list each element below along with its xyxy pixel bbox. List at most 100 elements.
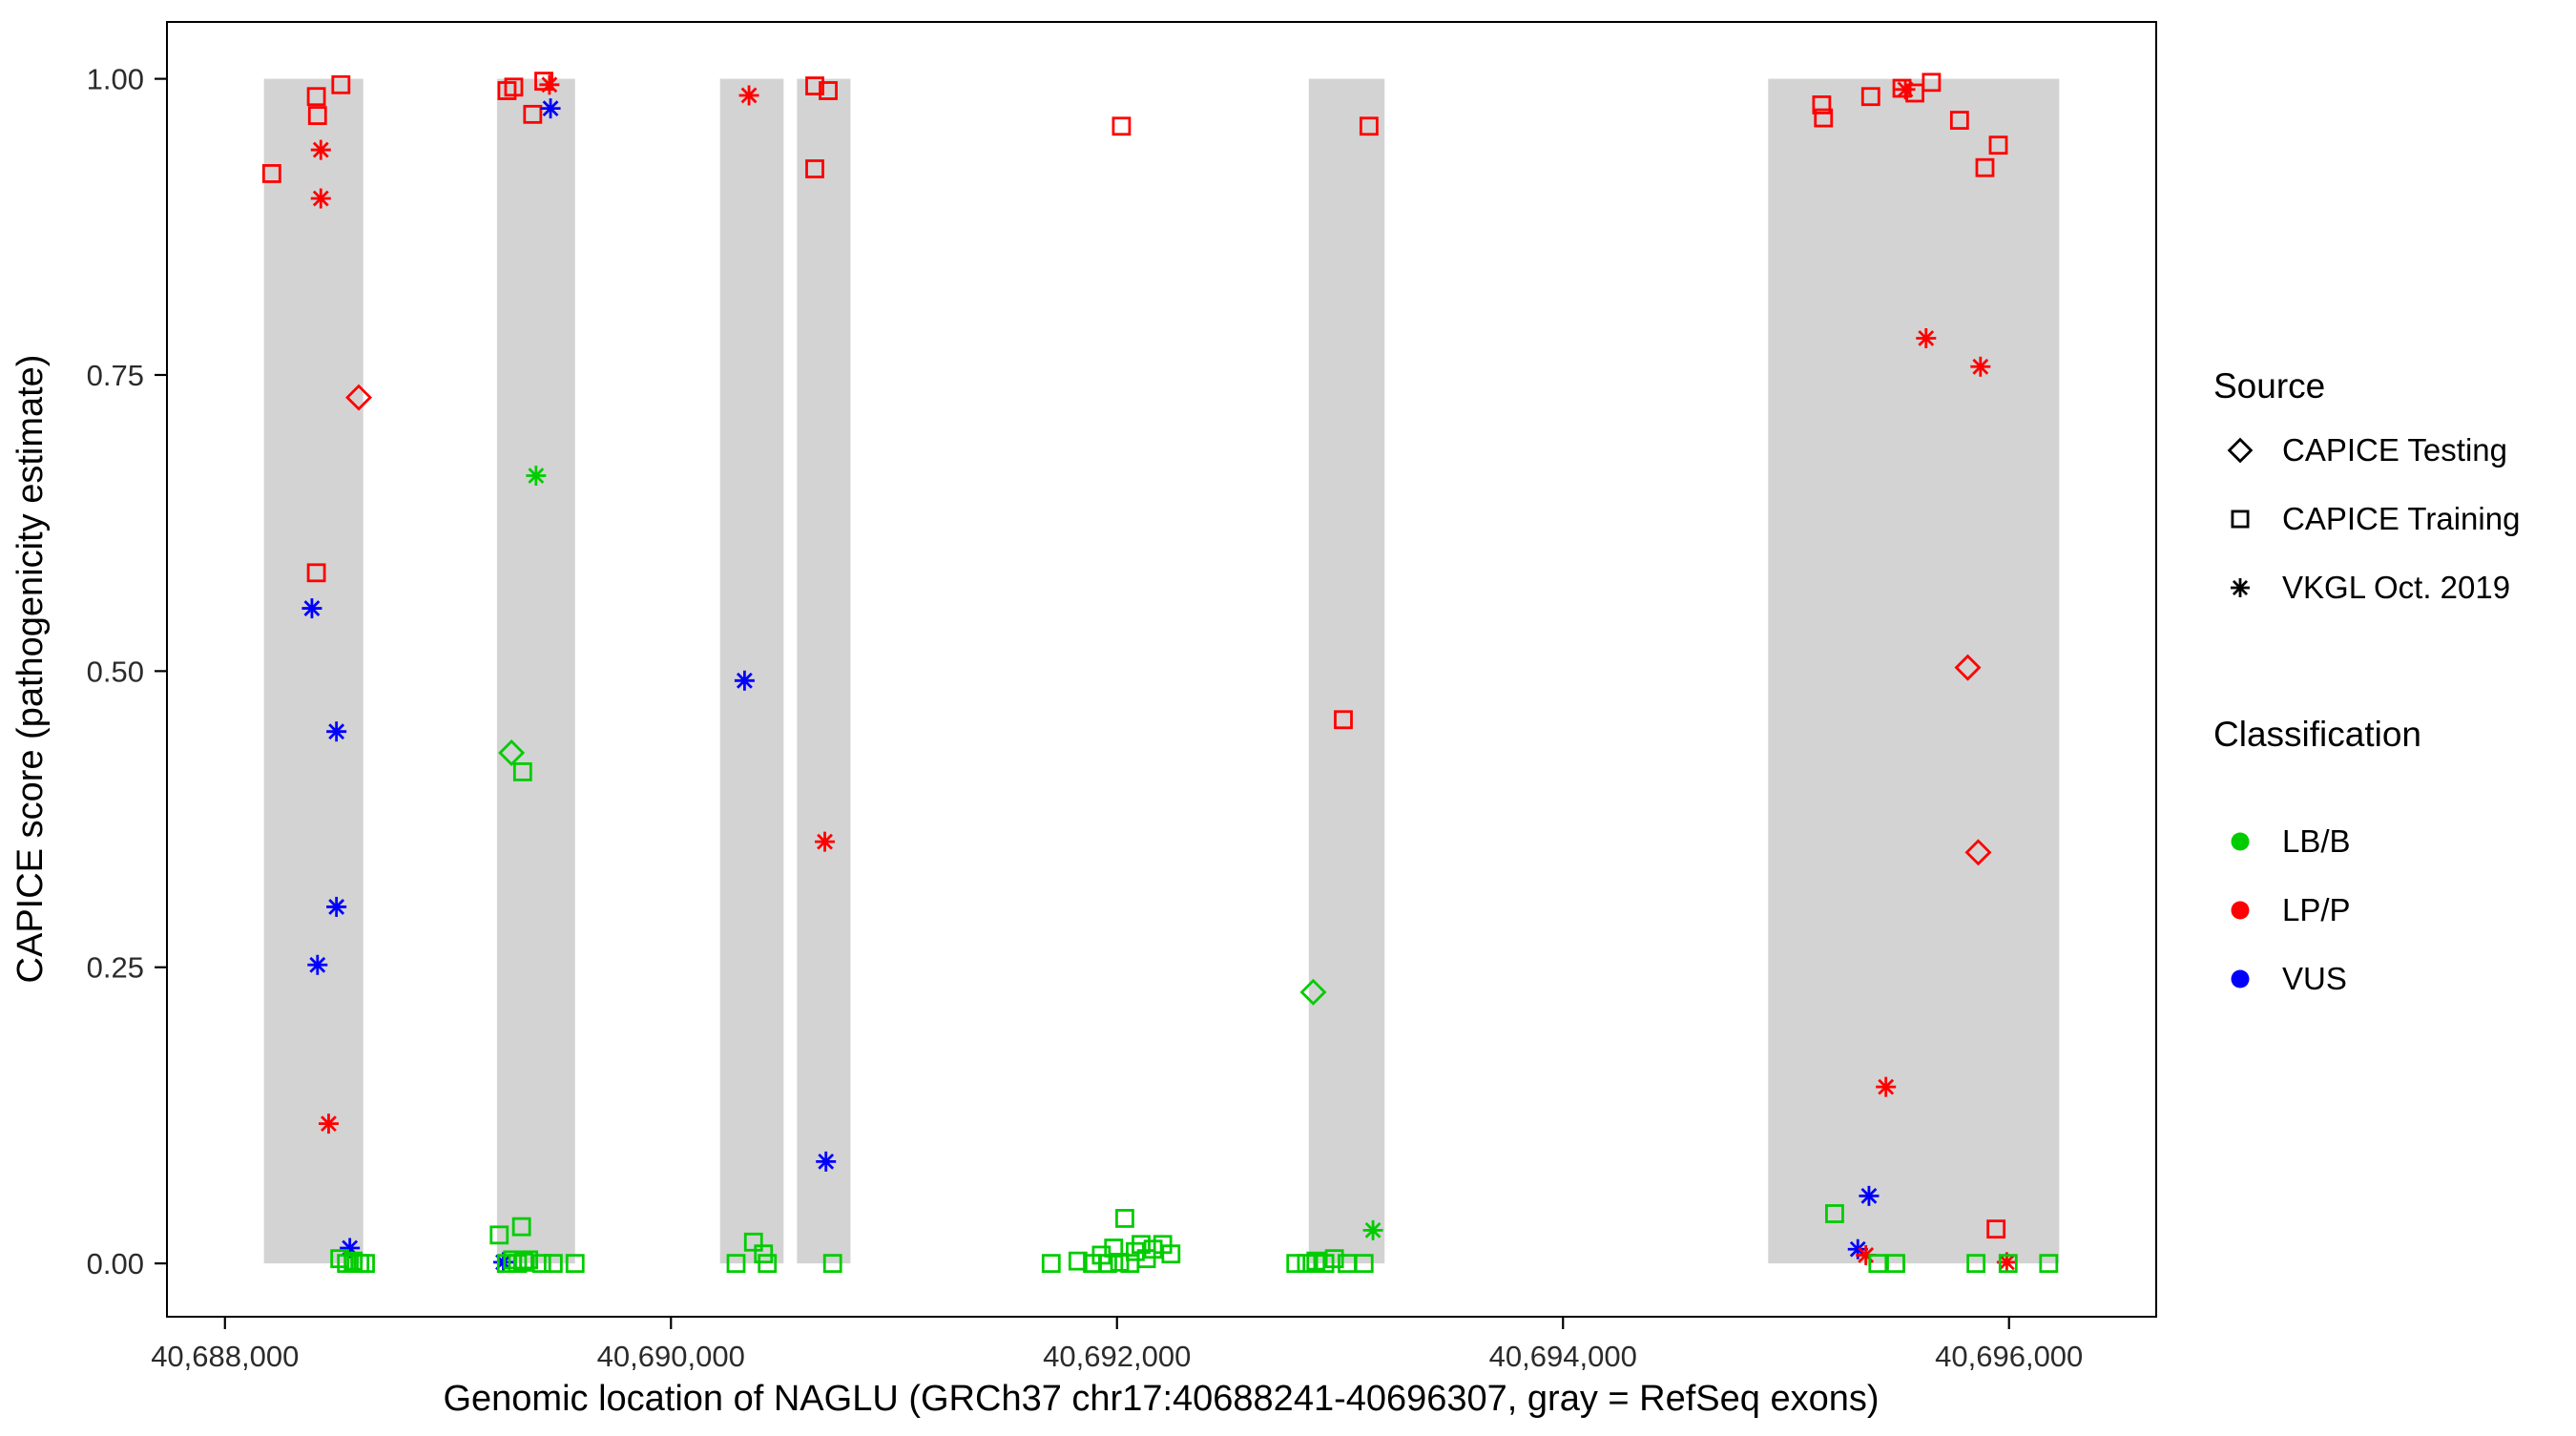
legend-item-label: LB/B — [2282, 823, 2351, 859]
square-glyph — [1115, 1209, 1134, 1228]
square-glyph — [504, 77, 524, 97]
x-tick-label: 40,696,000 — [1935, 1340, 2083, 1373]
asterisk-glyph — [738, 85, 759, 106]
data-point — [819, 81, 838, 100]
y-axis-title: CAPICE score (pathogenicity estimate) — [10, 355, 51, 984]
data-point — [1354, 1254, 1374, 1274]
data-point — [1876, 1076, 1897, 1097]
panel-border — [166, 21, 2157, 1318]
legend-item-label: VKGL Oct. 2019 — [2282, 570, 2510, 605]
square-glyph — [1825, 1204, 1844, 1223]
square-glyph — [489, 1225, 509, 1245]
square-glyph — [1868, 1254, 1888, 1274]
y-tick-label: 0.25 — [87, 951, 144, 985]
data-point — [543, 1254, 563, 1274]
asterisk-glyph — [2231, 578, 2250, 597]
data-point — [1905, 83, 1924, 103]
square-glyph — [331, 74, 351, 94]
data-point — [1825, 1204, 1844, 1223]
data-point — [754, 1244, 774, 1264]
square-glyph — [514, 1252, 533, 1272]
data-point — [1859, 1185, 1880, 1206]
square-glyph — [523, 104, 543, 124]
square-glyph — [1812, 95, 1832, 114]
data-point — [511, 1217, 531, 1237]
square-glyph — [2231, 510, 2250, 529]
data-point — [1359, 116, 1379, 136]
asterisk-glyph — [1362, 1219, 1383, 1240]
data-point — [1334, 710, 1353, 730]
legend-item-classification: VUS — [2231, 961, 2347, 996]
asterisk-glyph — [815, 831, 836, 852]
legend-item-label: LP/P — [2282, 892, 2351, 927]
asterisk-glyph — [1895, 79, 1916, 100]
data-point — [497, 81, 517, 100]
data-point — [326, 896, 347, 917]
diamond-glyph — [2227, 437, 2254, 464]
data-point — [330, 1249, 350, 1269]
exon-band — [1308, 78, 1385, 1264]
data-point — [310, 188, 331, 209]
data-point — [805, 159, 824, 178]
asterisk-glyph — [318, 1113, 339, 1134]
legend-classification-title: Classification — [2213, 715, 2421, 754]
square-glyph — [1949, 111, 1969, 130]
data-point — [261, 164, 281, 183]
x-tick-label: 40,688,000 — [151, 1340, 299, 1373]
asterisk-glyph — [1916, 327, 1937, 348]
square-glyph — [519, 1250, 539, 1270]
asterisk-glyph — [1859, 1185, 1880, 1206]
data-point — [1998, 1254, 2018, 1274]
data-point — [1286, 1254, 1306, 1274]
square-glyph — [822, 1254, 842, 1274]
data-point — [816, 1151, 837, 1172]
x-tick-label: 40,692,000 — [1043, 1340, 1191, 1373]
data-point — [1068, 1251, 1088, 1271]
data-point — [514, 1252, 533, 1272]
data-point — [1988, 135, 2008, 156]
square-glyph — [511, 1217, 531, 1237]
data-point — [1132, 1235, 1151, 1255]
circle-glyph — [2231, 969, 2250, 989]
data-point — [1964, 839, 1992, 866]
data-point — [1954, 654, 1982, 681]
square-glyph — [306, 87, 326, 107]
legend-item-source: VKGL Oct. 2019 — [2231, 570, 2510, 605]
square-glyph — [819, 81, 838, 100]
data-point — [758, 1254, 778, 1274]
data-point — [307, 106, 327, 125]
asterisk-glyph — [301, 598, 322, 619]
data-point — [1986, 1219, 2006, 1239]
data-point — [526, 466, 547, 487]
diamond-glyph — [498, 739, 526, 767]
asterisk-glyph — [326, 721, 347, 742]
legend-item-label: VUS — [2282, 961, 2347, 996]
square-glyph — [1860, 87, 1880, 107]
asterisk-glyph — [540, 98, 561, 119]
data-point — [1886, 1254, 1905, 1274]
data-point — [306, 87, 326, 107]
y-tick-label: 1.00 — [87, 63, 144, 96]
data-point — [301, 598, 322, 619]
x-tick-label: 40,694,000 — [1489, 1340, 1637, 1373]
square-glyph — [1104, 1238, 1124, 1258]
square-glyph — [330, 1249, 350, 1269]
square-glyph — [743, 1232, 763, 1252]
square-glyph — [1966, 1254, 1986, 1274]
data-point — [539, 74, 560, 95]
square-glyph — [531, 1254, 551, 1274]
data-point — [734, 670, 755, 691]
data-point — [1136, 1249, 1156, 1269]
data-point — [345, 384, 372, 411]
diamond-glyph — [1954, 654, 1982, 681]
square-glyph — [1132, 1235, 1151, 1255]
legend-source-title: Source — [2213, 366, 2325, 406]
data-point — [1111, 116, 1132, 136]
x-axis-title: Genomic location of NAGLU (GRCh37 chr17:… — [443, 1379, 1879, 1419]
square-glyph — [1922, 73, 1942, 93]
data-point — [1868, 1254, 1888, 1274]
square-glyph — [1988, 135, 2008, 156]
data-point — [523, 104, 543, 124]
data-point — [326, 721, 347, 742]
